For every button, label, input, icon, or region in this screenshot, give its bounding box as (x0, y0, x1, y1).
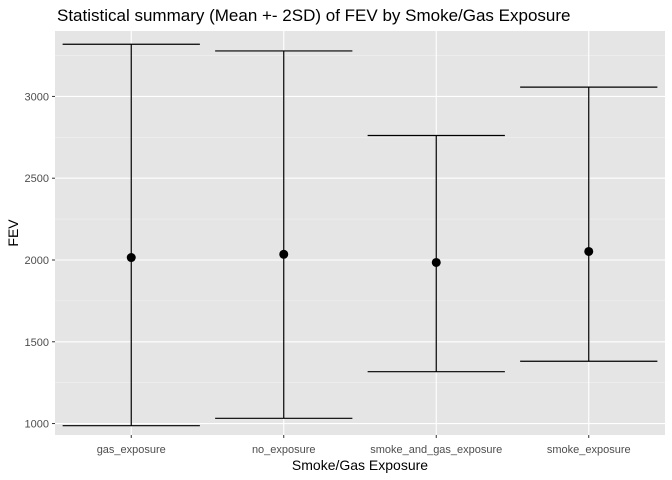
x-tick-label: no_exposure (252, 444, 316, 456)
mean-point (431, 257, 441, 267)
error-bar-no_exposure (215, 50, 353, 419)
x-axis-title: Smoke/Gas Exposure (292, 457, 428, 473)
x-axis: gas_exposure no_exposure smoke_and_gas_exp… (97, 435, 631, 456)
mean-point (584, 246, 594, 256)
y-tick-label: 2500 (25, 173, 49, 185)
y-axis: 1000 1500 2000 2500 3000 (25, 91, 55, 431)
x-tick-label: smoke_exposure (547, 444, 631, 456)
mean-point (126, 253, 136, 263)
error-bars (62, 43, 658, 427)
y-tick-label: 1500 (25, 337, 49, 349)
error-bar-gas_exposure (62, 43, 200, 427)
x-tick-label: smoke_and_gas_exposure (370, 444, 502, 456)
plot-panel (55, 31, 665, 435)
y-tick-label: 2000 (25, 255, 49, 267)
y-tick-label: 3000 (25, 91, 49, 103)
y-axis-title: FEV (5, 219, 21, 247)
x-tick-label: gas_exposure (97, 444, 166, 456)
error-bar-smoke_and_gas_exposure (367, 134, 505, 373)
chart-title: Statistical summary (Mean +- 2SD) of FEV… (57, 6, 570, 25)
error-bar-smoke_exposure (520, 86, 658, 362)
mean-point (279, 249, 289, 259)
y-tick-label: 1000 (25, 419, 49, 431)
